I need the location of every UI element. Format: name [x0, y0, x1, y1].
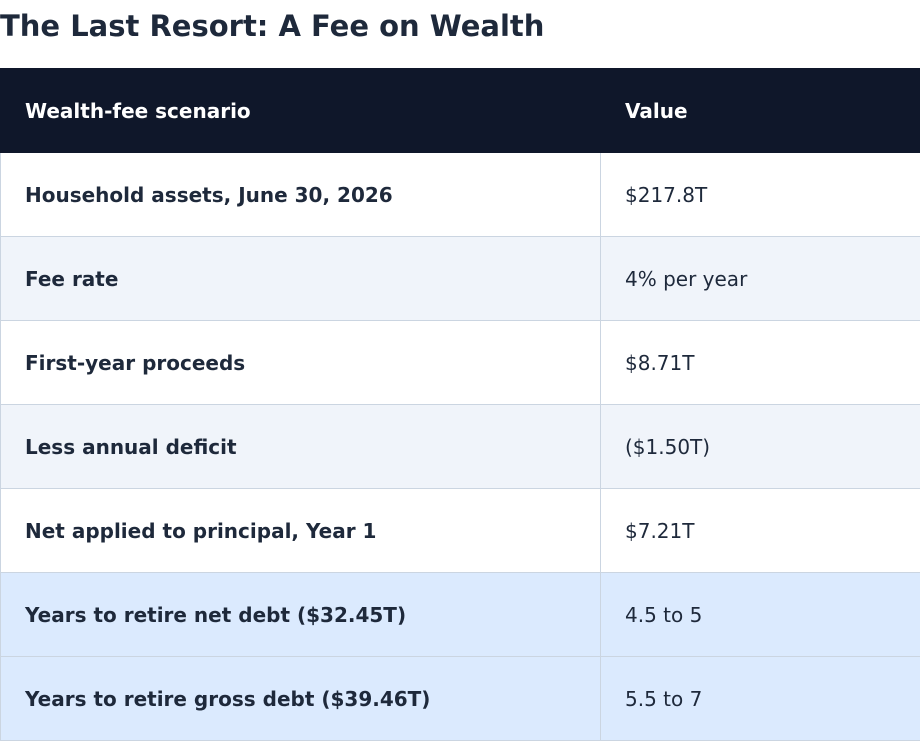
row-value: 5.5 to 7 [601, 657, 920, 741]
wealth-fee-table: Wealth-fee scenario Value Household asse… [0, 68, 920, 741]
row-value: $217.8T [601, 153, 920, 237]
column-header-scenario: Wealth-fee scenario [1, 69, 601, 153]
row-value: $7.21T [601, 489, 920, 573]
table-header-row: Wealth-fee scenario Value [1, 69, 920, 153]
row-label: Fee rate [1, 237, 601, 321]
row-label: Less annual deficit [1, 405, 601, 489]
column-header-value: Value [601, 69, 920, 153]
row-label: Household assets, June 30, 2026 [1, 153, 601, 237]
table-row: Household assets, June 30, 2026 $217.8T [1, 153, 920, 237]
row-label: Net applied to principal, Year 1 [1, 489, 601, 573]
table-row: Fee rate 4% per year [1, 237, 920, 321]
row-value: 4.5 to 5 [601, 573, 920, 657]
row-value: ($1.50T) [601, 405, 920, 489]
row-label: First-year proceeds [1, 321, 601, 405]
table-row-highlighted: Years to retire net debt ($32.45T) 4.5 t… [1, 573, 920, 657]
table-row-highlighted: Years to retire gross debt ($39.46T) 5.5… [1, 657, 920, 741]
row-value: 4% per year [601, 237, 920, 321]
table-row: First-year proceeds $8.71T [1, 321, 920, 405]
row-label: Years to retire net debt ($32.45T) [1, 573, 601, 657]
table-row: Less annual deficit ($1.50T) [1, 405, 920, 489]
table-row: Net applied to principal, Year 1 $7.21T [1, 489, 920, 573]
row-value: $8.71T [601, 321, 920, 405]
page-title: The Last Resort: A Fee on Wealth [0, 8, 544, 44]
row-label: Years to retire gross debt ($39.46T) [1, 657, 601, 741]
